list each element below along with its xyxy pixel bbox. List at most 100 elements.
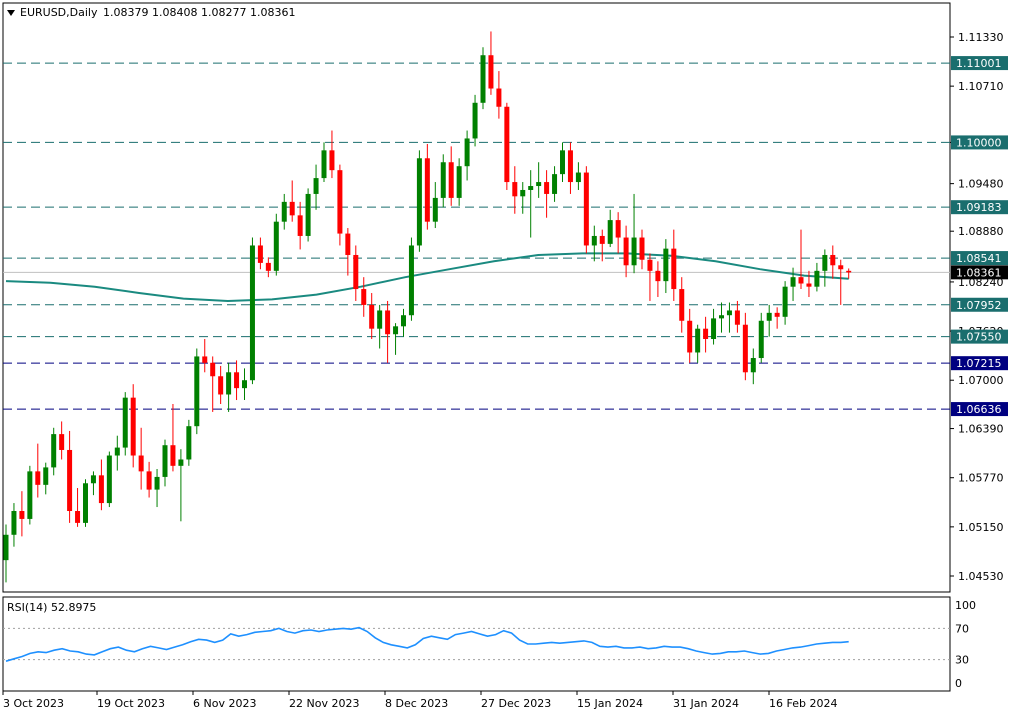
candle [838, 259, 844, 305]
level-label-box [951, 200, 1008, 215]
candle-body [719, 315, 724, 319]
candle-body [464, 138, 470, 167]
candle [512, 166, 518, 214]
candle-body [774, 312, 780, 317]
candle [790, 267, 796, 301]
candle-body [289, 201, 295, 216]
candle [647, 253, 653, 301]
candle [313, 164, 319, 210]
candle-body [703, 328, 709, 339]
candle-body [98, 475, 104, 504]
candle-body [242, 380, 247, 389]
candle [766, 304, 772, 337]
candle [265, 257, 271, 278]
candle [575, 162, 581, 190]
candle [289, 180, 295, 222]
candle [345, 228, 351, 276]
candle [281, 193, 287, 230]
candle [679, 277, 685, 333]
candle-body [27, 471, 33, 519]
candle [567, 142, 573, 194]
candle [51, 427, 57, 476]
candle-body [583, 172, 589, 246]
candle-body [750, 358, 756, 373]
candle-body [488, 55, 494, 89]
rsi-tick-label: 100 [955, 599, 976, 612]
candle [671, 229, 677, 301]
rsi-plot-frame [2, 596, 951, 692]
candle-body [75, 511, 81, 523]
candle [814, 262, 820, 292]
candle-body [782, 286, 788, 317]
candle [639, 229, 645, 270]
candle [726, 302, 732, 333]
level-label-box [951, 329, 1008, 344]
candle-body [822, 254, 828, 271]
candle-body [456, 166, 462, 198]
candle-body [170, 445, 176, 466]
candle [583, 166, 589, 254]
candle [43, 462, 49, 495]
level-label-box [951, 135, 1008, 150]
candle-body [249, 245, 255, 381]
candle [138, 427, 144, 490]
candle-body [401, 315, 406, 327]
candle-body [695, 328, 701, 353]
candle-body [607, 220, 613, 244]
candle [90, 471, 96, 496]
price-tick-label: 1.10710 [958, 80, 1004, 93]
candle [424, 144, 430, 230]
candle [329, 130, 335, 179]
candle-body [711, 318, 717, 339]
chart-symbol: EURUSD,Daily [20, 6, 98, 19]
candle [234, 360, 240, 401]
candle [218, 365, 224, 404]
candle-body [790, 277, 796, 287]
candle [822, 249, 828, 287]
candle-body [210, 362, 216, 377]
candle [472, 94, 478, 147]
candle-body [337, 170, 343, 234]
candle [210, 356, 216, 412]
candle [385, 300, 391, 363]
candle-body [297, 215, 303, 236]
candle-body [536, 182, 542, 187]
candle [806, 270, 812, 297]
level-label-box [951, 402, 1008, 417]
price-tick-label: 1.09480 [958, 178, 1004, 191]
level-label: 1.10000 [956, 136, 1002, 149]
candle [249, 237, 255, 385]
candle-body [51, 434, 57, 468]
candle [432, 182, 438, 229]
candle [337, 164, 343, 246]
price-tick-label: 1.11330 [958, 31, 1004, 44]
candle [504, 102, 510, 190]
candle-body [226, 372, 232, 395]
candle-body [313, 178, 319, 194]
candle-body [202, 356, 208, 363]
candle [750, 348, 756, 385]
candle-body [734, 310, 740, 325]
candle-body [742, 324, 748, 373]
level-label-box [951, 297, 1008, 312]
candle-body [560, 150, 565, 175]
candle-body [623, 237, 629, 266]
candle [130, 384, 136, 468]
price-tick-label: 1.06390 [958, 423, 1004, 436]
candle-body [234, 372, 240, 389]
candle [170, 403, 176, 472]
candle-body [814, 270, 820, 287]
candle [798, 229, 804, 290]
candle-body [138, 455, 144, 472]
candle-body [599, 235, 605, 244]
candle [273, 213, 279, 276]
candle [67, 430, 73, 523]
candle [27, 465, 33, 525]
candle [782, 281, 788, 325]
candle-body [726, 310, 732, 316]
candle-body [408, 245, 414, 316]
triangle-down-icon[interactable] [7, 10, 15, 16]
candle [758, 312, 764, 363]
